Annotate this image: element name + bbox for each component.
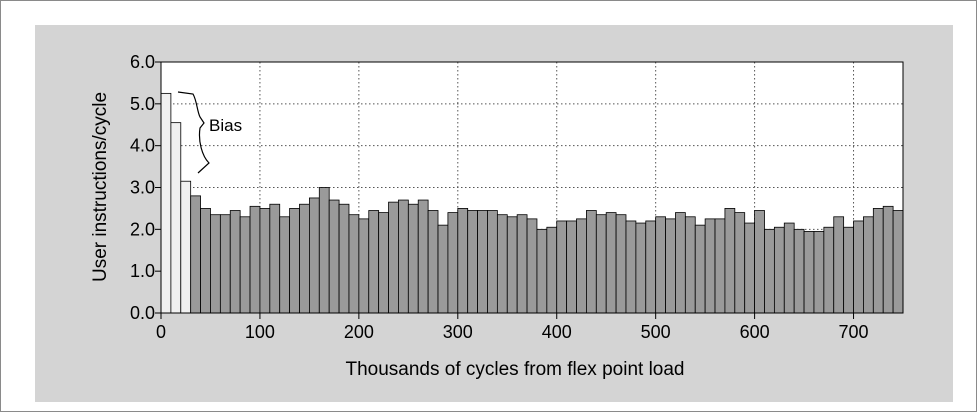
bar <box>595 214 607 314</box>
bar <box>734 212 746 314</box>
bar <box>269 203 281 314</box>
y-tick-label: 1.0 <box>130 261 155 281</box>
bar <box>853 220 864 314</box>
bar <box>358 218 370 314</box>
axes: 0 100 200 300 400 500 600 700 0.0 1.0 2.0 3.0 4.0 5.0… <box>130 52 904 342</box>
bar <box>744 222 755 314</box>
y-tick-label: 0.0 <box>130 303 155 323</box>
y-tick-label: 5.0 <box>130 94 155 114</box>
x-tick-label: 400 <box>542 322 572 342</box>
bar <box>546 226 558 314</box>
bar <box>516 214 528 314</box>
bar <box>645 220 657 314</box>
bar <box>388 201 399 314</box>
bar <box>487 210 498 314</box>
x-tick-label: 600 <box>740 322 770 342</box>
y-tick-label: 6.0 <box>130 52 155 72</box>
bar <box>467 210 478 314</box>
bar <box>823 226 835 314</box>
bar <box>279 216 291 314</box>
bias-bar <box>180 180 192 314</box>
bar <box>556 220 568 314</box>
bar <box>675 212 686 314</box>
bar <box>210 214 221 314</box>
bar <box>714 218 726 314</box>
bar <box>348 214 360 314</box>
bias-bracket <box>177 91 210 174</box>
bar <box>496 214 508 314</box>
bar <box>754 210 765 314</box>
bar <box>219 214 231 314</box>
bar <box>605 212 617 314</box>
bar <box>526 218 538 314</box>
bar <box>793 228 805 314</box>
bar <box>833 216 845 314</box>
bar <box>684 216 696 314</box>
bar <box>724 208 736 314</box>
bar <box>576 218 587 314</box>
bar <box>299 203 310 314</box>
bar <box>249 205 261 314</box>
bar <box>239 216 251 314</box>
bar <box>259 208 271 314</box>
bias-brace <box>177 91 210 174</box>
y-axis-label: User instructions/cycle <box>90 92 111 282</box>
bar <box>318 187 330 314</box>
bar <box>764 228 775 314</box>
bar <box>457 208 469 314</box>
bar <box>378 212 389 314</box>
bar <box>882 205 894 314</box>
bar <box>615 214 627 314</box>
bar <box>190 195 201 314</box>
bar <box>704 218 716 314</box>
bar <box>813 231 825 314</box>
bias-bar <box>160 92 172 314</box>
bar <box>625 220 637 314</box>
bar <box>694 224 706 314</box>
bar <box>635 222 647 314</box>
bar <box>437 224 449 314</box>
bar <box>536 228 548 314</box>
bar <box>200 208 211 314</box>
bias-annotation: Bias <box>209 116 242 135</box>
bar <box>338 203 350 314</box>
y-tick-label: 3.0 <box>130 178 155 198</box>
x-axis-label: Thousands of cycles from flex point load <box>345 359 684 380</box>
bar <box>863 216 874 314</box>
bar <box>407 203 419 314</box>
bar <box>308 197 320 314</box>
bar <box>872 208 884 314</box>
bar <box>289 208 300 314</box>
bar <box>665 218 676 314</box>
bar <box>655 216 666 314</box>
bar <box>843 226 854 314</box>
x-tick-label: 300 <box>443 322 473 342</box>
bar <box>368 210 380 314</box>
bar <box>417 199 429 314</box>
bar <box>586 210 597 314</box>
x-tick-label: 500 <box>641 322 671 342</box>
x-tick-label: 100 <box>245 322 275 342</box>
bias-bar <box>170 122 182 314</box>
bar <box>229 210 241 314</box>
bar <box>783 222 795 314</box>
x-tick-label: 700 <box>839 322 869 342</box>
x-tick-label: 200 <box>344 322 374 342</box>
bar <box>427 210 439 314</box>
bar <box>773 226 785 314</box>
bar <box>398 199 409 314</box>
bar <box>477 210 488 314</box>
y-tick-label: 4.0 <box>130 136 155 156</box>
bar <box>892 210 904 314</box>
bar <box>328 199 340 314</box>
x-tick-label: 0 <box>156 322 166 342</box>
bar <box>803 231 815 314</box>
bar <box>566 220 577 314</box>
bar <box>447 212 459 314</box>
bar <box>506 216 518 314</box>
y-tick-label: 2.0 <box>130 219 155 239</box>
